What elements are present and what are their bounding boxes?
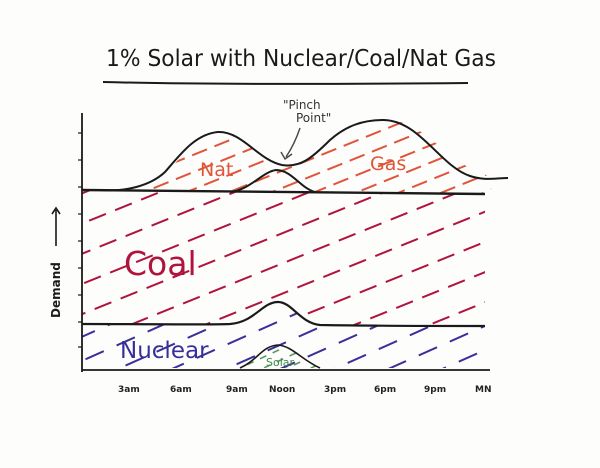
x-tick-label: 9am — [226, 385, 248, 395]
x-tick-label: MN — [475, 385, 492, 395]
nuclear-bump-on-coal — [229, 168, 316, 193]
diagram-title: 1% Solar with Nuclear/Coal/Nat Gas — [106, 46, 496, 72]
pinch-point-arrow — [285, 127, 301, 158]
x-tick-label: 6pm — [374, 385, 396, 395]
y-axis-label-group: Demand — [49, 262, 63, 318]
x-tick-label: 6am — [170, 385, 192, 395]
gas-demand-curve — [99, 118, 509, 192]
solar-curve — [239, 344, 321, 369]
coal-top-line — [81, 188, 486, 196]
solar-region — [240, 345, 320, 368]
pinch-point-arrowhead — [280, 151, 293, 161]
x-tick-label: 9pm — [424, 385, 446, 395]
y-axis-label: Demand — [49, 262, 63, 318]
title-underline — [102, 81, 469, 85]
pinch-point-annotation-line2: Point" — [296, 111, 331, 125]
pinch-point-annotation-line1: "Pinch — [283, 98, 321, 112]
nuclear-top-curve — [81, 300, 486, 328]
gas-label-right: Gas — [370, 153, 406, 175]
nuclear-label: Nuclear — [120, 338, 209, 364]
coal-label: Coal — [124, 244, 197, 283]
gas-label-left: Nat — [200, 159, 233, 181]
solar-label: Solar — [266, 356, 295, 369]
x-tick-label: 3pm — [324, 385, 346, 395]
y-axis-arrow — [51, 206, 61, 246]
x-tick-label: 3am — [118, 385, 140, 395]
y-axis-ticks — [78, 132, 82, 348]
x-tick-label: Noon — [269, 385, 295, 395]
natural-gas-region — [82, 119, 505, 194]
